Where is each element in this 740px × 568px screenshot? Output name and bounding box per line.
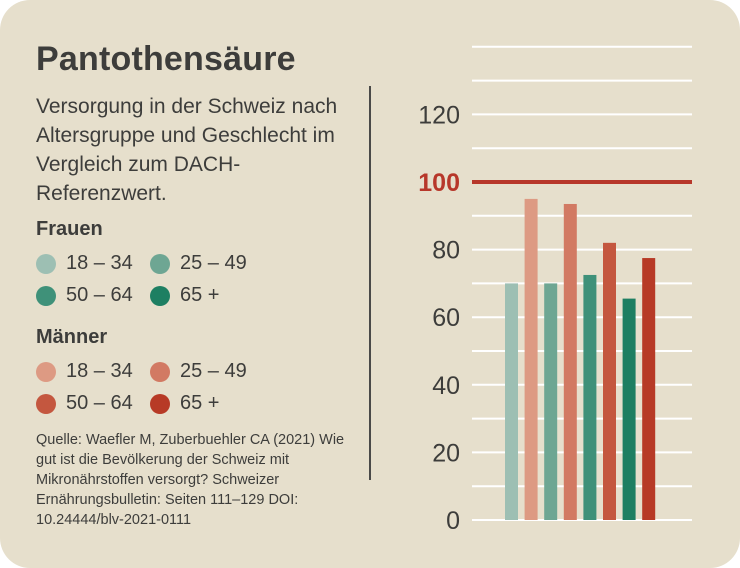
legend-item-women-25-49: 25 – 49 [150, 252, 247, 275]
y-tick-label: 40 [432, 372, 460, 400]
legend-label: 25 – 49 [180, 252, 247, 274]
legend-item-men-65: 65 + [150, 392, 219, 415]
legend-item-women-65: 65 + [150, 284, 219, 307]
legend-label: 65 + [180, 284, 220, 306]
bar [622, 298, 636, 520]
page-title: Pantothensäure [36, 40, 296, 78]
bar [524, 198, 538, 520]
y-tick-label: 80 [432, 237, 460, 265]
legend-dot [36, 361, 56, 382]
bar [642, 258, 656, 520]
legend-item-men-50-64: 50 – 64 [36, 392, 133, 415]
y-tick-label: 0 [446, 507, 460, 535]
reference-label: 100 [418, 169, 460, 197]
legend-item-men-25-49: 25 – 49 [150, 360, 247, 383]
legend-label: 25 – 49 [180, 360, 247, 382]
bar [603, 242, 616, 520]
legend-heading-women: Frauen [36, 218, 103, 240]
legend-dot [36, 393, 56, 414]
legend-label: 18 – 34 [66, 360, 133, 382]
y-tick-label: 60 [432, 304, 460, 332]
legend-dot [36, 285, 56, 306]
legend-dot [150, 393, 170, 414]
legend-item-men-18-34: 18 – 34 [36, 360, 133, 383]
source-citation: Quelle: Waefler M, Zuberbuehler CA (2021… [36, 432, 345, 528]
bar [505, 283, 518, 520]
bar [544, 283, 558, 520]
legend-dot [150, 285, 170, 306]
bar [583, 274, 597, 520]
legend-dot [150, 361, 170, 382]
legend-label: 65 + [180, 392, 220, 414]
subtitle: Versorgung in der Schweiz nach Altersgru… [36, 95, 338, 205]
legend-heading-men: Männer [36, 326, 108, 348]
divider-line [369, 86, 371, 480]
legend-dot [150, 253, 170, 274]
legend-item-women-50-64: 50 – 64 [36, 284, 133, 307]
legend-label: 18 – 34 [66, 252, 133, 274]
y-tick-label: 120 [418, 101, 460, 129]
legend-label: 50 – 64 [66, 284, 133, 306]
legend-item-women-18-34: 18 – 34 [36, 252, 133, 275]
bar [563, 203, 577, 520]
y-tick-label: 20 [432, 439, 460, 467]
legend-label: 50 – 64 [66, 392, 133, 414]
legend-dot [36, 253, 56, 274]
